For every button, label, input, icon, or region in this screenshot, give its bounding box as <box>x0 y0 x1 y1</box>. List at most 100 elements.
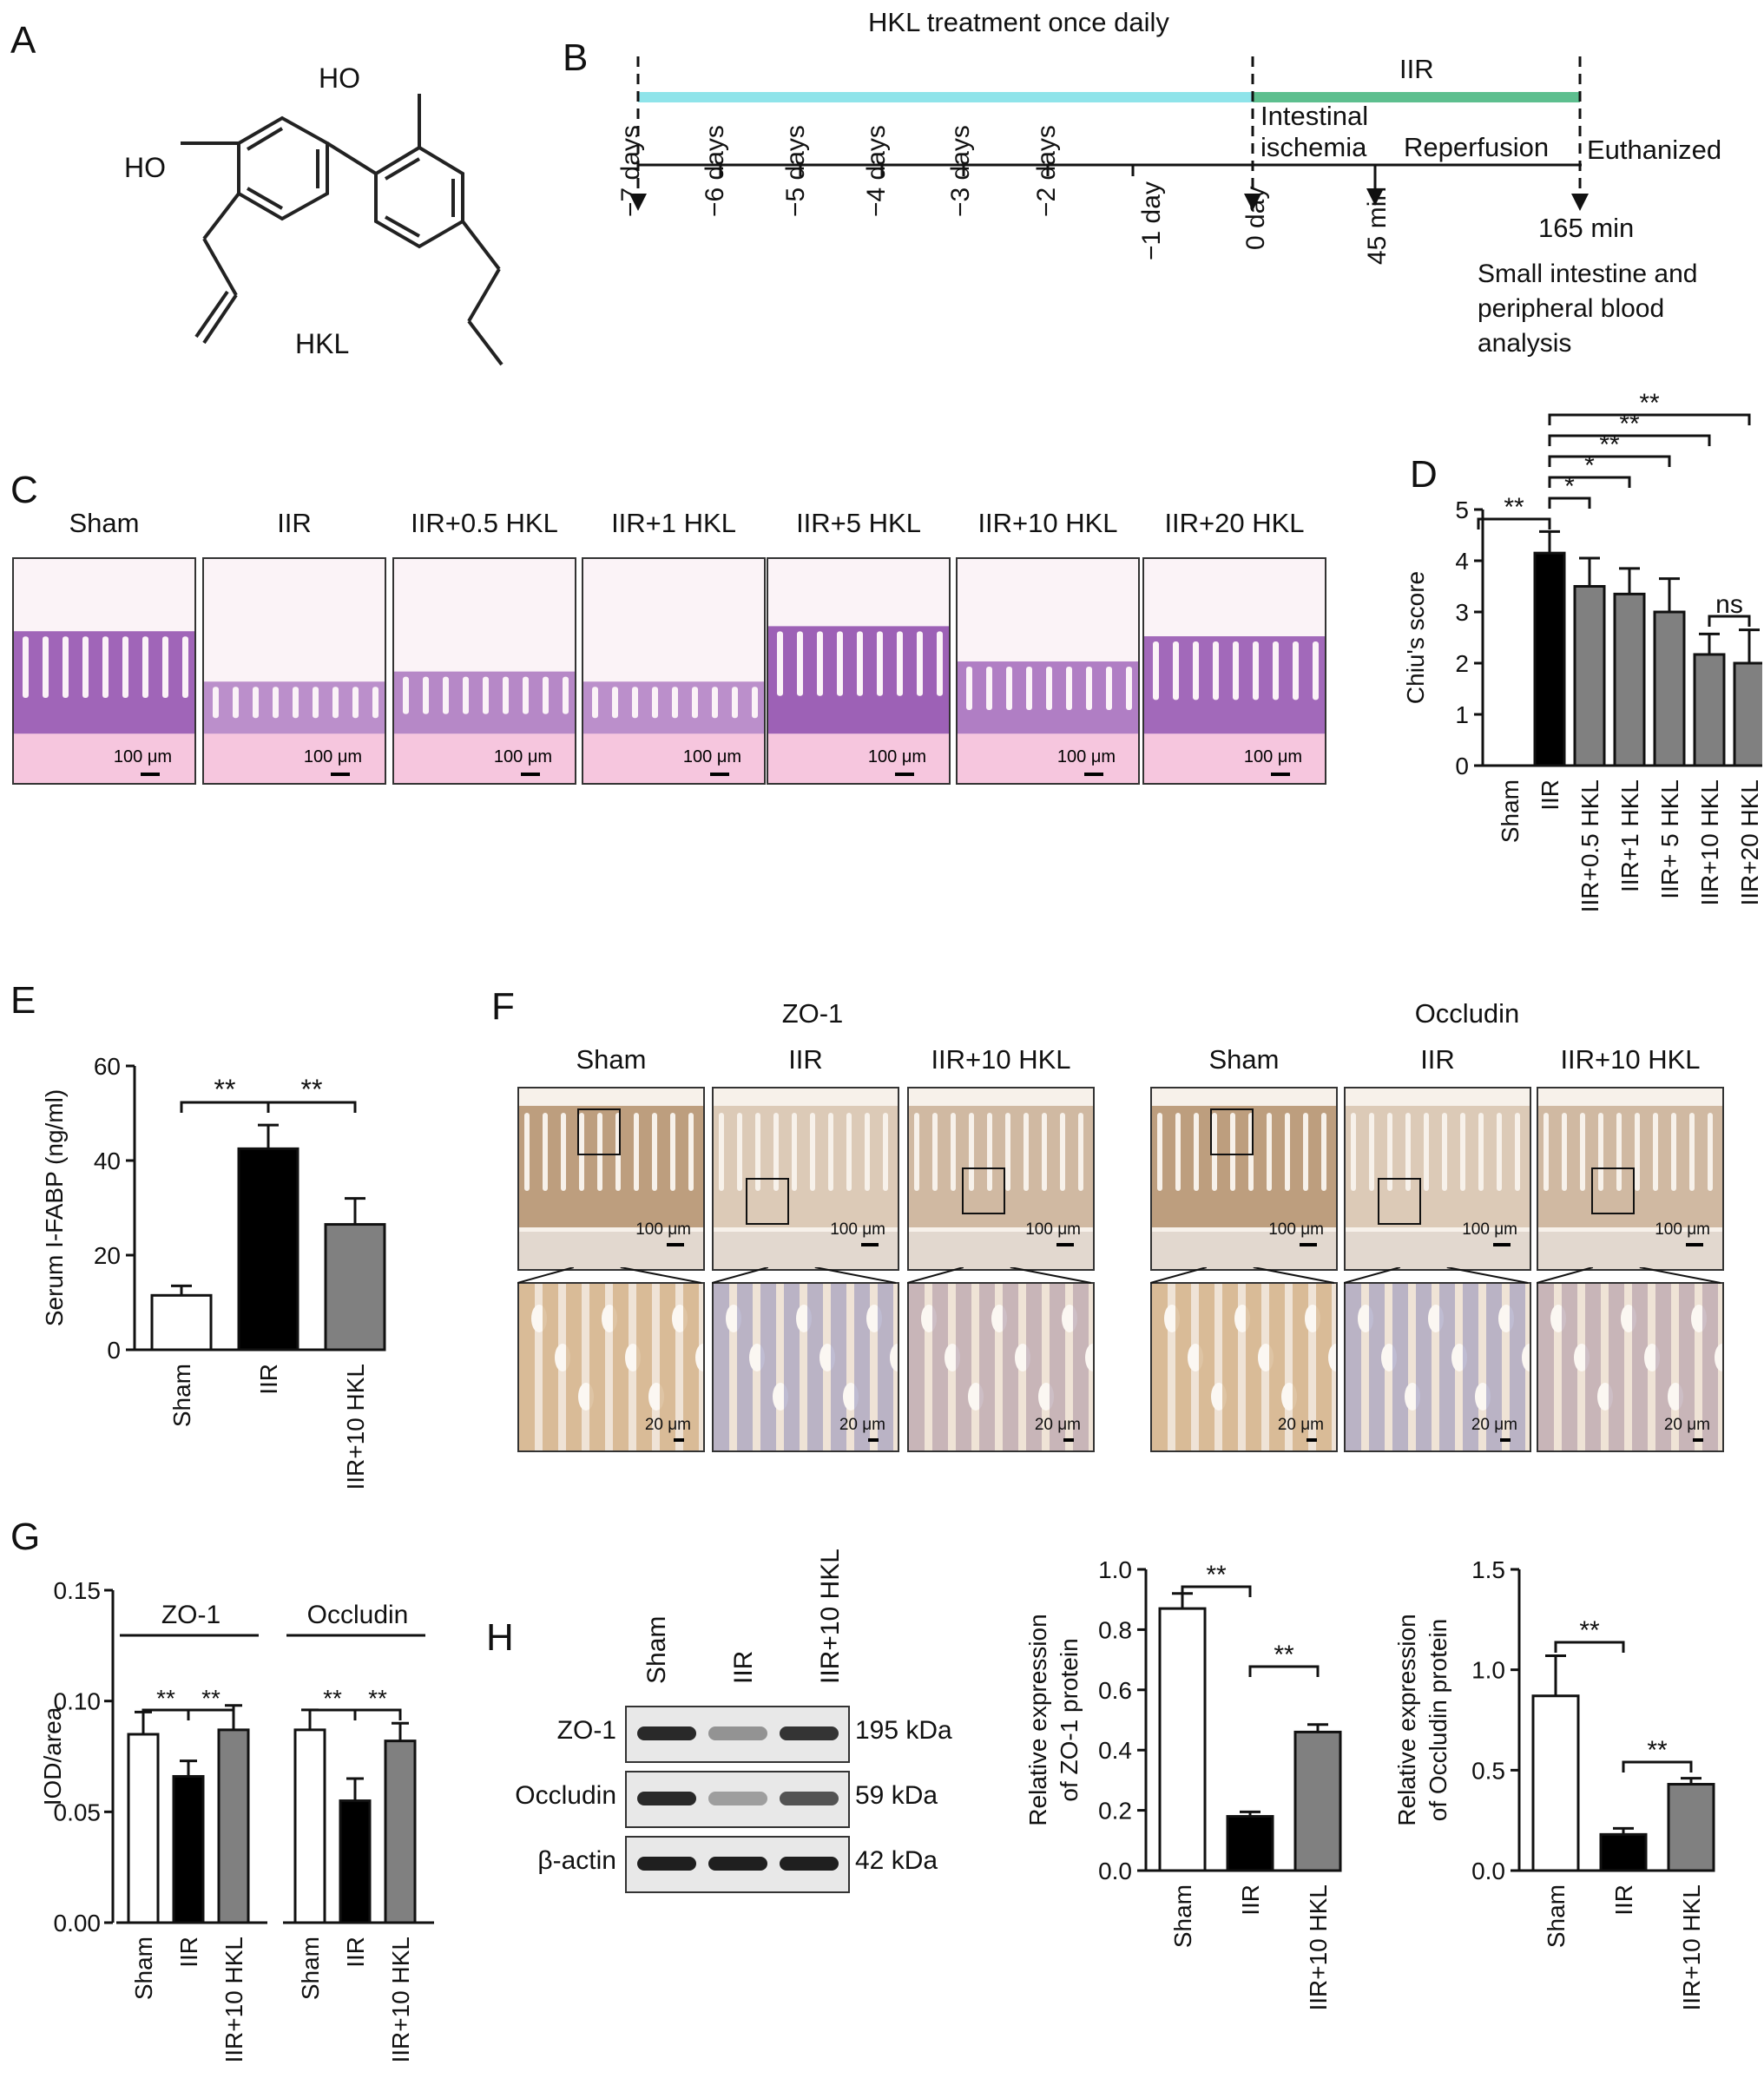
cell-column <box>519 1284 535 1450</box>
histology-image: 100 μm <box>956 557 1140 785</box>
panel-label-e: E <box>10 979 36 1022</box>
villus-gap <box>1024 1113 1029 1191</box>
y-tick-label: 0.5 <box>1471 1757 1505 1784</box>
bar <box>1653 610 1686 767</box>
analysis-line: peripheral blood <box>1478 294 1665 323</box>
scale-bar-label: 100 μm <box>303 747 362 766</box>
histology-image: 100 μm <box>202 557 386 785</box>
villus-gap <box>1387 1113 1392 1191</box>
zoom-connector-svg <box>712 1267 897 1284</box>
y-tick-label: 5 <box>1455 497 1469 523</box>
scale-bar <box>1056 1243 1074 1246</box>
y-axis-label: Relative expression <box>1024 1614 1051 1825</box>
cell-column <box>1655 1284 1671 1450</box>
muscle-layer <box>14 733 194 783</box>
cell-column <box>807 1284 823 1450</box>
lane-label: IIR+10 HKL <box>816 1549 845 1684</box>
cell-column <box>1562 1284 1577 1450</box>
category-label: Sham <box>1543 1884 1570 1948</box>
connector-line <box>1344 1267 1401 1284</box>
villus-gap <box>1194 1113 1199 1191</box>
villus-gap <box>951 1113 956 1191</box>
ihc-high-mag: 20 μm <box>1150 1282 1338 1452</box>
scale-bar-label: 100 μm <box>1025 1220 1081 1239</box>
villus-gap <box>543 1113 548 1191</box>
villus-gap <box>1213 641 1219 700</box>
category-label: IIR+10 HKL <box>1305 1884 1332 2011</box>
histology-image: 100 μm <box>767 557 951 785</box>
villus-gap <box>1460 1113 1465 1191</box>
blot-strip <box>625 1771 850 1828</box>
muscle-band <box>1152 1232 1336 1269</box>
iir-bar <box>1253 92 1580 102</box>
phase-reperfusion: Reperfusion <box>1404 132 1550 162</box>
villus-gap <box>273 687 279 719</box>
villus-gap <box>1273 641 1279 700</box>
villus-gap <box>23 636 29 699</box>
zoom-box <box>962 1167 1005 1214</box>
bar <box>1667 1783 1715 1872</box>
zoom-box <box>1210 1108 1254 1155</box>
villus-gap <box>986 667 992 710</box>
analysis-line: analysis <box>1478 329 1572 358</box>
scale-bar <box>861 1243 879 1246</box>
villus-gap <box>1078 1113 1083 1191</box>
villus-gap <box>732 687 738 719</box>
category-label: Sham <box>168 1364 195 1427</box>
blot-band <box>637 1726 696 1740</box>
villus-gap <box>1193 641 1199 700</box>
villus-gap <box>987 1113 992 1191</box>
ihc-low-mag: 100 μm <box>517 1087 705 1271</box>
blot-protein-label: β-actin <box>537 1846 616 1875</box>
bar <box>1599 1832 1648 1872</box>
category-label: IIR <box>1237 1884 1264 1916</box>
bar <box>1573 585 1606 767</box>
y-tick-label: 0 <box>1455 753 1469 779</box>
villus-gap <box>82 636 89 699</box>
ihc-high-mag: 20 μm <box>517 1282 705 1452</box>
bar <box>217 1728 250 1924</box>
villus-gap <box>503 676 509 714</box>
cell-column <box>932 1284 948 1450</box>
zoom-connector-svg <box>1150 1267 1335 1284</box>
cell-column <box>1416 1284 1432 1450</box>
y-tick-label: 0.00 <box>54 1910 102 1937</box>
villus-gap <box>755 1113 760 1191</box>
ihc-high-mag: 20 μm <box>907 1282 1095 1452</box>
ihc-low-mag-drawing <box>1346 1106 1530 1269</box>
y-axis-label: of ZO-1 protein <box>1056 1638 1083 1801</box>
zoom-connector <box>517 1267 702 1284</box>
histology-title: IIR+20 HKL <box>1164 508 1305 538</box>
villus-gap <box>579 1113 584 1191</box>
ihc-low-mag: 100 μm <box>712 1087 899 1271</box>
histology-image: 100 μm <box>12 557 196 785</box>
villus-gap <box>1042 1113 1047 1191</box>
villus-gap <box>1212 1113 1217 1191</box>
ihc-low-mag-drawing <box>519 1106 703 1269</box>
phase-ischemia-line2: ischemia <box>1260 132 1367 162</box>
cell-column <box>1175 1284 1191 1450</box>
y-tick-label: 40 <box>94 1148 121 1174</box>
y-tick-label: 0.15 <box>54 1577 102 1604</box>
villus-gap <box>652 1113 657 1191</box>
villus-gap <box>1026 667 1032 710</box>
villus-gap <box>524 1113 530 1191</box>
significance-bracket <box>1708 615 1751 627</box>
histology-drawing <box>1144 636 1325 783</box>
connector-line <box>620 1267 702 1284</box>
connector-line <box>1537 1267 1594 1284</box>
connector-line <box>814 1267 897 1284</box>
y-tick-label: 0.2 <box>1098 1798 1132 1825</box>
y-tick-label: 1.5 <box>1471 1556 1505 1583</box>
histology-title: IIR <box>277 508 312 538</box>
cell-column <box>1269 1284 1285 1450</box>
tick-label: −4 days <box>862 125 891 217</box>
villus-gap <box>523 676 529 714</box>
scale-bar-label: 100 μm <box>1056 747 1116 766</box>
bar <box>1531 1694 1580 1872</box>
scale-bar <box>674 1438 684 1442</box>
villus-gap <box>293 687 299 719</box>
villus-gap <box>1562 1113 1567 1191</box>
villus-gap <box>142 636 148 699</box>
villus-gap <box>1497 1113 1502 1191</box>
